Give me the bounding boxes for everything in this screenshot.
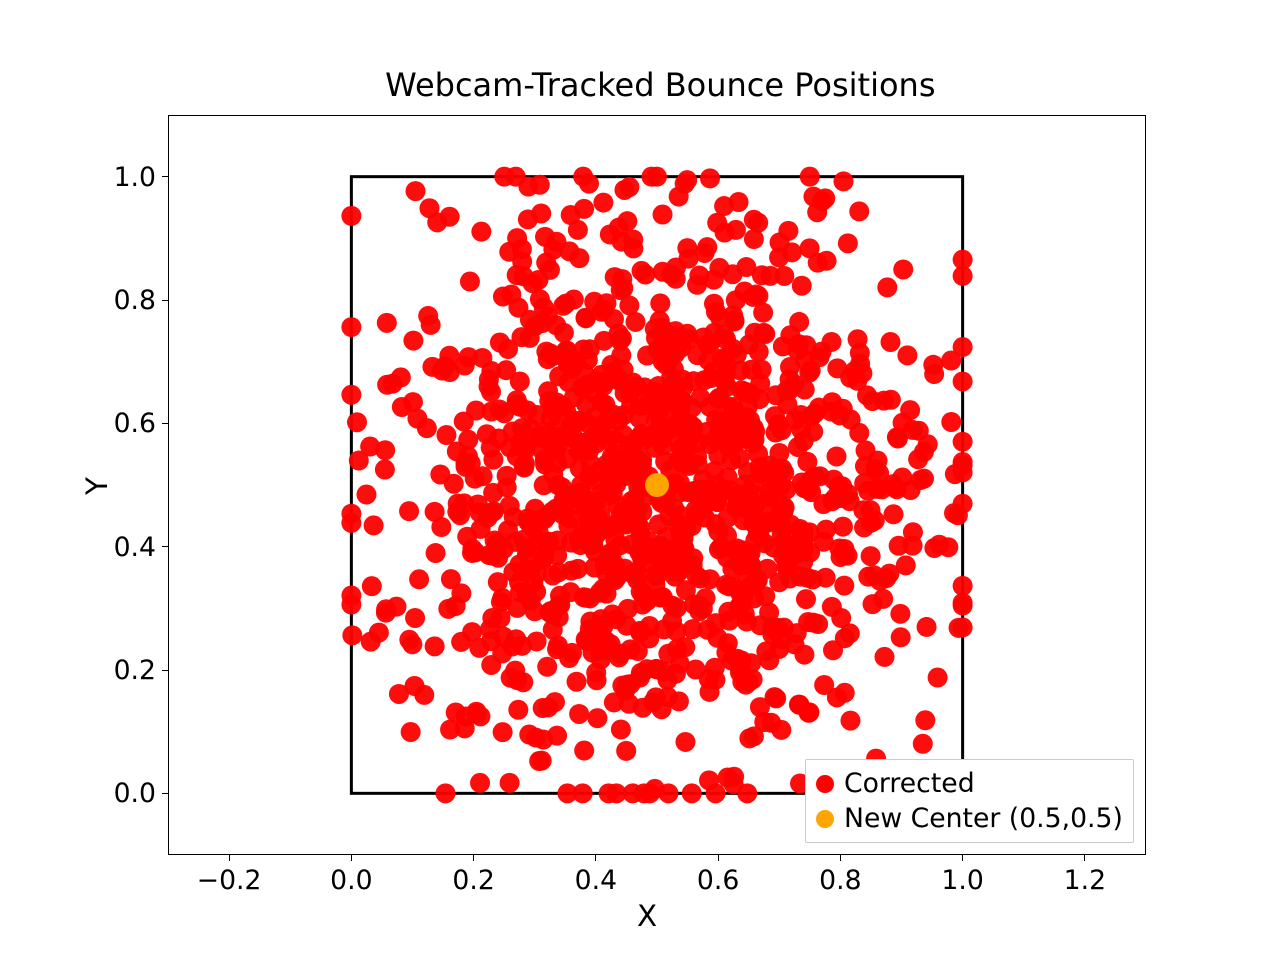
legend: Corrected New Center (0.5,0.5) <box>805 759 1134 843</box>
x-tick <box>229 855 230 861</box>
center-marker <box>645 473 669 497</box>
title-line-1: Webcam-Tracked Bounce Positions <box>385 66 935 104</box>
legend-entry-center: New Center (0.5,0.5) <box>816 801 1123 836</box>
y-tick <box>162 300 168 301</box>
figure: Webcam-Tracked Bounce Positions After Co… <box>0 0 1280 960</box>
x-tick <box>595 855 596 861</box>
legend-label-corrected: Corrected <box>844 768 975 799</box>
legend-label-center: New Center (0.5,0.5) <box>844 803 1123 834</box>
x-tick-label: 0.4 <box>556 865 636 896</box>
y-tick-label: 0.6 <box>114 408 156 439</box>
x-tick <box>962 855 963 861</box>
legend-marker-center <box>816 810 834 828</box>
y-tick-label: 0.2 <box>114 655 156 686</box>
x-axis-label: X <box>637 899 657 933</box>
y-tick-label: 0.8 <box>114 285 156 316</box>
y-axis-label: Y <box>80 477 114 495</box>
x-tick <box>840 855 841 861</box>
y-tick <box>162 670 168 671</box>
x-tick-label: 0.0 <box>311 865 391 896</box>
x-tick-label: 0.6 <box>678 865 758 896</box>
x-tick-label: 0.8 <box>800 865 880 896</box>
y-tick-label: 0.0 <box>114 778 156 809</box>
plot-surface <box>168 115 1146 855</box>
axes-area <box>168 115 1146 855</box>
x-tick-label: 1.2 <box>1045 865 1125 896</box>
legend-entry-corrected: Corrected <box>816 766 1123 801</box>
y-tick <box>162 423 168 424</box>
x-tick <box>473 855 474 861</box>
y-tick-label: 0.4 <box>114 532 156 563</box>
x-tick <box>351 855 352 861</box>
y-tick-label: 1.0 <box>114 162 156 193</box>
x-tick <box>718 855 719 861</box>
y-tick <box>162 176 168 177</box>
x-tick <box>1084 855 1085 861</box>
x-tick-label: 1.0 <box>923 865 1003 896</box>
y-tick <box>162 546 168 547</box>
y-tick <box>162 793 168 794</box>
x-tick-label: 0.2 <box>434 865 514 896</box>
legend-marker-corrected <box>816 775 834 793</box>
x-tick-label: −0.2 <box>189 865 269 896</box>
